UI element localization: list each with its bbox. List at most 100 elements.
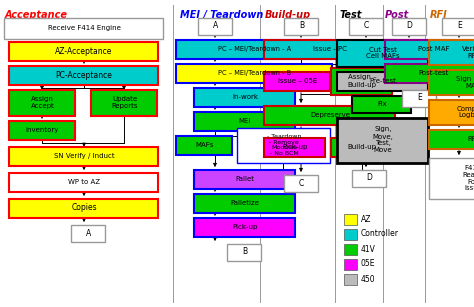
FancyBboxPatch shape: [72, 224, 106, 242]
FancyBboxPatch shape: [9, 41, 158, 60]
FancyBboxPatch shape: [345, 213, 357, 224]
Text: F414
Ready
For
Issue: F414 Ready For Issue: [462, 165, 474, 192]
Text: MEI: MEI: [239, 118, 251, 124]
Text: Depreserve: Depreserve: [310, 112, 350, 118]
FancyBboxPatch shape: [264, 106, 395, 125]
Text: PC – MEI/Teardown - A: PC – MEI/Teardown - A: [218, 46, 291, 52]
Text: RFI: RFI: [468, 136, 474, 142]
FancyBboxPatch shape: [176, 64, 332, 83]
FancyBboxPatch shape: [353, 95, 411, 112]
Text: Test: Test: [340, 10, 363, 20]
Text: Acceptance: Acceptance: [5, 10, 68, 20]
Text: Cut Test
Cell MAFs: Cut Test Cell MAFs: [366, 46, 400, 60]
Text: B: B: [242, 247, 247, 257]
Text: Fix: Fix: [377, 101, 387, 107]
Text: RFI: RFI: [430, 10, 448, 20]
FancyBboxPatch shape: [194, 111, 295, 130]
FancyBboxPatch shape: [264, 72, 330, 91]
FancyBboxPatch shape: [337, 118, 428, 162]
Text: MAFs: MAFs: [195, 142, 214, 148]
Text: 450: 450: [361, 274, 375, 283]
FancyBboxPatch shape: [237, 127, 330, 162]
Text: Sign MOM
MAF: Sign MOM MAF: [456, 76, 474, 88]
FancyBboxPatch shape: [194, 87, 295, 107]
FancyBboxPatch shape: [9, 146, 158, 165]
Text: A: A: [86, 228, 91, 238]
FancyBboxPatch shape: [331, 68, 392, 95]
Text: PC-Acceptance: PC-Acceptance: [55, 71, 112, 80]
FancyBboxPatch shape: [345, 258, 357, 270]
FancyBboxPatch shape: [345, 228, 357, 239]
FancyBboxPatch shape: [345, 274, 357, 285]
Text: D: D: [407, 21, 412, 30]
Text: AZ: AZ: [361, 215, 372, 223]
FancyBboxPatch shape: [176, 40, 332, 59]
Text: Issue – 05E: Issue – 05E: [278, 78, 317, 84]
FancyBboxPatch shape: [9, 65, 158, 84]
FancyBboxPatch shape: [9, 173, 158, 192]
Text: Inventory: Inventory: [26, 127, 59, 133]
Text: Post: Post: [385, 10, 409, 20]
Text: Assign
Accept: Assign Accept: [31, 96, 55, 109]
Text: - Teardown
- Remove
Modules
- No BCM: - Teardown - Remove Modules - No BCM: [267, 134, 301, 156]
Text: In-work: In-work: [232, 94, 258, 100]
Text: Build-up: Build-up: [347, 144, 376, 150]
Text: WP to AZ: WP to AZ: [68, 179, 100, 185]
FancyBboxPatch shape: [9, 90, 75, 115]
FancyBboxPatch shape: [264, 138, 326, 157]
FancyBboxPatch shape: [194, 217, 295, 236]
FancyBboxPatch shape: [429, 157, 474, 199]
FancyBboxPatch shape: [331, 138, 392, 157]
FancyBboxPatch shape: [353, 169, 386, 186]
Text: Build-up: Build-up: [265, 10, 311, 20]
FancyBboxPatch shape: [392, 17, 427, 34]
Text: E: E: [417, 94, 422, 103]
Text: 05E: 05E: [361, 259, 375, 269]
Text: Receive F414 Engine: Receive F414 Engine: [47, 25, 120, 31]
FancyBboxPatch shape: [337, 72, 428, 91]
Text: Verify-
RFI: Verify- RFI: [462, 45, 474, 59]
Text: Sign,
Move,
Test,
Move: Sign, Move, Test, Move: [373, 126, 393, 154]
Text: Copies: Copies: [71, 204, 97, 212]
FancyBboxPatch shape: [385, 40, 474, 59]
FancyBboxPatch shape: [284, 174, 319, 192]
Text: Update
Reports: Update Reports: [111, 96, 138, 109]
Text: Pallet: Pallet: [236, 176, 255, 182]
FancyBboxPatch shape: [194, 193, 295, 212]
FancyBboxPatch shape: [429, 99, 474, 125]
Text: Palletize: Palletize: [230, 200, 259, 206]
Text: C: C: [299, 178, 304, 188]
Text: Pick-up: Pick-up: [283, 144, 308, 150]
Text: 41V: 41V: [361, 244, 376, 254]
FancyBboxPatch shape: [337, 40, 428, 67]
Text: C: C: [364, 21, 369, 30]
Text: E: E: [457, 21, 462, 30]
Text: PC – MEI/Teardown - B: PC – MEI/Teardown - B: [218, 70, 291, 76]
FancyBboxPatch shape: [429, 40, 474, 64]
FancyBboxPatch shape: [194, 169, 295, 188]
Text: Pre-test: Pre-test: [370, 78, 396, 84]
Text: Pick-up: Pick-up: [232, 224, 258, 230]
Text: Controller: Controller: [361, 230, 399, 239]
FancyBboxPatch shape: [9, 199, 158, 217]
FancyBboxPatch shape: [176, 135, 233, 154]
FancyBboxPatch shape: [385, 64, 474, 83]
FancyBboxPatch shape: [429, 69, 474, 95]
Text: B: B: [299, 21, 304, 30]
Text: SN Verify / Induct: SN Verify / Induct: [54, 153, 114, 159]
Text: Post-test: Post-test: [419, 70, 449, 76]
FancyBboxPatch shape: [4, 17, 164, 38]
Text: D: D: [366, 173, 373, 182]
FancyBboxPatch shape: [91, 90, 157, 115]
FancyBboxPatch shape: [349, 17, 383, 34]
FancyBboxPatch shape: [264, 40, 395, 59]
FancyBboxPatch shape: [429, 130, 474, 149]
Text: Issue - PC: Issue - PC: [313, 46, 347, 52]
FancyBboxPatch shape: [345, 243, 357, 255]
Text: MEI / Teardown: MEI / Teardown: [180, 10, 264, 20]
Text: A: A: [213, 21, 218, 30]
Text: Assign –
Build-up: Assign – Build-up: [347, 75, 376, 87]
Text: Complete
Logbook: Complete Logbook: [456, 106, 474, 119]
FancyBboxPatch shape: [284, 17, 319, 34]
FancyBboxPatch shape: [9, 121, 75, 139]
